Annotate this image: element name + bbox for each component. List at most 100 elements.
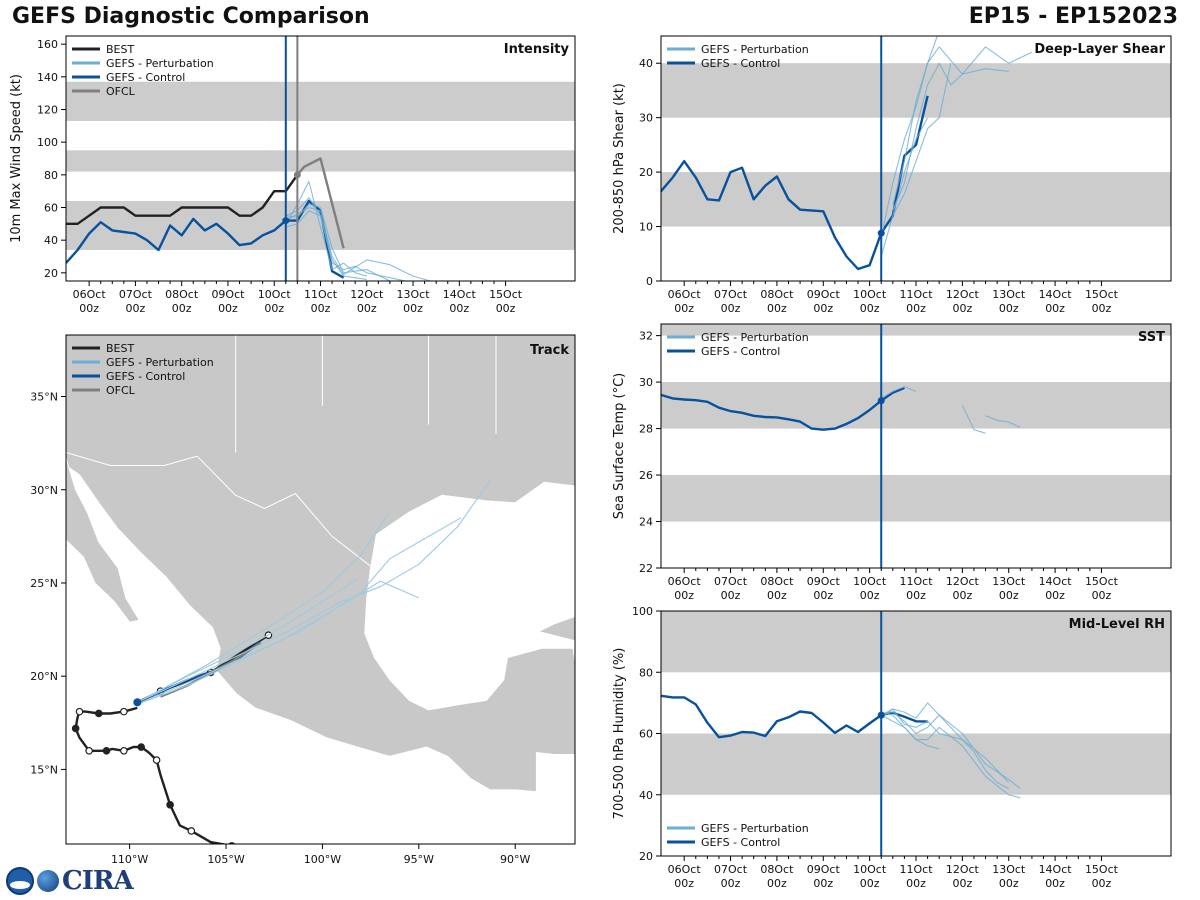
y-tick-label: 30 (639, 112, 653, 125)
legend-entry-gefs-perturbation: GEFS - Perturbation (72, 356, 214, 369)
lat-tick-label: 35°N (30, 391, 58, 404)
track-line-gefs-perturbation (137, 513, 389, 703)
threshold-band (661, 733, 1171, 795)
x-tick-label-hour: 00z (264, 302, 284, 315)
x-tick-label: 12Oct (946, 575, 980, 588)
threshold-band (661, 172, 1171, 227)
intensity-panel: 2040608010012014016006Oct00z07Oct00z08Oc… (9, 35, 576, 315)
best-track-point (152, 756, 161, 764)
legend-entry-ofcl: OFCL (72, 85, 136, 98)
x-tick-label-hour: 00z (952, 877, 972, 890)
x-tick-label: 14Oct (1039, 575, 1073, 588)
legend-label: GEFS - Control (701, 57, 780, 70)
x-tick-label: 14Oct (443, 288, 477, 301)
shear-plot-area (661, 36, 1171, 281)
noaa-logo-icon (6, 867, 34, 895)
x-tick-label-hour: 00z (1045, 589, 1065, 602)
track-panel: 110°W 105°W 100°W 95°W 90°W 15°N 20°N 25°N 30°N 3… (30, 334, 576, 866)
x-tick-label: 15Oct (1085, 863, 1119, 876)
best-track-point (120, 746, 128, 755)
best-track-point (94, 709, 103, 718)
best-track-point (71, 724, 80, 733)
y-axis-label: 10m Max Wind Speed (kt) (9, 74, 24, 243)
x-tick-label-hour: 00z (674, 877, 694, 890)
x-tick-label: 08Oct (760, 288, 794, 301)
lat-tick-label: 20°N (30, 670, 58, 683)
lon-tick-label: 90°W (500, 853, 530, 866)
lon-tick-label: 100°W (304, 853, 341, 866)
lat-tick-label: 30°N (30, 484, 58, 497)
x-tick-label: 08Oct (760, 575, 794, 588)
threshold-band (661, 475, 1171, 522)
panel-title: Intensity (504, 42, 570, 57)
x-tick-label: 09Oct (807, 863, 841, 876)
y-tick-label: 100 (37, 136, 58, 149)
rh-plot-area (661, 611, 1171, 856)
control-track-start (133, 698, 142, 707)
x-tick-label-hour: 00z (1045, 877, 1065, 890)
series-line-gefs-perturbation (880, 702, 1009, 790)
x-tick-label-hour: 00z (126, 302, 146, 315)
x-tick-label-hour: 00z (311, 302, 331, 315)
y-tick-label: 20 (639, 850, 653, 863)
x-tick-label-hour: 00z (906, 302, 926, 315)
series-line-gefs-perturbation (880, 117, 929, 257)
x-tick-label-hour: 00z (906, 589, 926, 602)
track-line-gefs-perturbation (137, 578, 358, 703)
land-cuba (536, 615, 575, 642)
series-line-gefs-perturbation (961, 405, 986, 434)
track-line-gefs-perturbation (137, 480, 491, 703)
x-tick-label-hour: 00z (1092, 302, 1112, 315)
x-tick-label-hour: 00z (721, 302, 741, 315)
panel-frame (660, 323, 1172, 569)
x-tick-label: 11Oct (899, 575, 933, 588)
sst-plot-area (661, 324, 1171, 568)
x-tick-label-hour: 00z (906, 877, 926, 890)
x-tick-label: 13Oct (397, 288, 431, 301)
y-tick-label: 160 (37, 38, 58, 51)
x-tick-label-hour: 00z (813, 302, 833, 315)
x-tick-label-hour: 00z (172, 302, 192, 315)
y-tick-label: 40 (44, 234, 58, 247)
y-tick-label: 60 (639, 728, 653, 741)
legend-entry-gefs-control: GEFS - Control (72, 370, 185, 383)
x-tick-label: 12Oct (946, 863, 980, 876)
y-tick-label: 0 (646, 275, 653, 288)
x-tick-label-hour: 00z (999, 877, 1019, 890)
figure-title: GEFS Diagnostic Comparison (12, 4, 370, 29)
legend-label: GEFS - Control (106, 370, 185, 383)
legend-entry-gefs-perturbation: GEFS - Perturbation (667, 43, 809, 56)
series-line-gefs-perturbation (880, 714, 940, 750)
control-init-marker (282, 217, 290, 225)
threshold-band (661, 63, 1171, 118)
x-tick-label-hour: 00z (767, 589, 787, 602)
x-tick-label: 10Oct (258, 288, 292, 301)
x-tick-label: 07Oct (714, 288, 748, 301)
series-line-gefs-perturbation (880, 36, 938, 238)
series-line-gefs-control (661, 95, 929, 271)
x-tick-label-hour: 00z (449, 302, 469, 315)
best-track-point (102, 746, 111, 755)
y-tick-label: 22 (639, 562, 653, 575)
legend-label: GEFS - Control (701, 836, 780, 849)
y-tick-label: 80 (639, 666, 653, 679)
legend-entry-gefs-control: GEFS - Control (667, 345, 780, 358)
threshold-band (661, 382, 1171, 429)
x-tick-label: 10Oct (853, 575, 887, 588)
map-border (66, 452, 371, 567)
panel-title: Track (530, 343, 569, 358)
globe-logo-icon (37, 870, 59, 892)
x-tick-label: 09Oct (807, 288, 841, 301)
x-tick-label-hour: 00z (999, 302, 1019, 315)
x-tick-label-hour: 00z (999, 589, 1019, 602)
legend-entry-best: BEST (72, 43, 134, 56)
x-tick-label-hour: 00z (674, 302, 694, 315)
legend-entry-gefs-perturbation: GEFS - Perturbation (667, 331, 809, 344)
x-tick-label-hour: 00z (1092, 877, 1112, 890)
x-tick-label: 10Oct (853, 863, 887, 876)
x-tick-label: 15Oct (489, 288, 523, 301)
series-line-gefs-perturbation (285, 203, 391, 281)
y-tick-label: 120 (37, 104, 58, 117)
